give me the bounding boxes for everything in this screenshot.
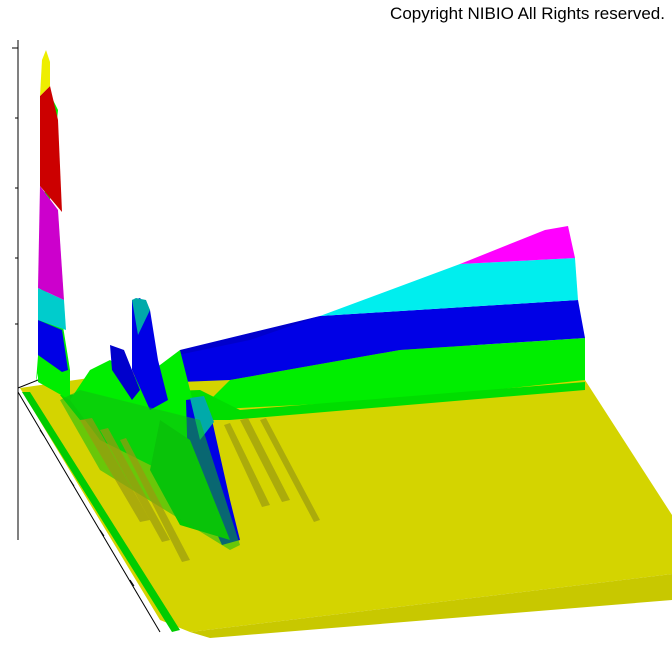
streak: [100, 428, 170, 542]
cluster-peak-2-blue: [110, 345, 140, 400]
depth-tick: [129, 579, 135, 587]
depth-tick: [99, 529, 105, 537]
peak-band-yellow: [40, 50, 50, 96]
streak: [120, 438, 190, 562]
peak-band-cyan: [38, 288, 66, 330]
streak: [240, 418, 290, 502]
streak: [224, 423, 270, 507]
x-axis-line: [17, 379, 39, 389]
ridge-band-blue-edge: [178, 316, 320, 355]
z-axis: [12, 40, 39, 389]
peak-band-blue: [38, 320, 68, 372]
streak: [260, 418, 320, 522]
peak-band-magenta: [38, 186, 64, 300]
ridge-band-green: [200, 338, 585, 410]
peak-band-red: [40, 86, 62, 212]
depth-tick: [39, 429, 45, 437]
cluster-peak-3-cyan: [190, 396, 214, 440]
ridge-band-magenta: [460, 226, 575, 264]
ridge-band-cyan: [320, 258, 578, 316]
floor-streaks: [80, 418, 320, 562]
streak: [80, 418, 150, 522]
copyright-notice: Copyright NIBIO All Rights reserved.: [390, 4, 665, 23]
surface-floor-edge: [190, 574, 672, 638]
front-edge-strip: [22, 392, 180, 632]
ridge-band-blue: [178, 300, 585, 382]
cluster-peak-1-cyan: [132, 298, 150, 335]
depth-tick: [69, 479, 75, 487]
main-peak: [36, 50, 70, 400]
y-axis: [17, 388, 161, 633]
